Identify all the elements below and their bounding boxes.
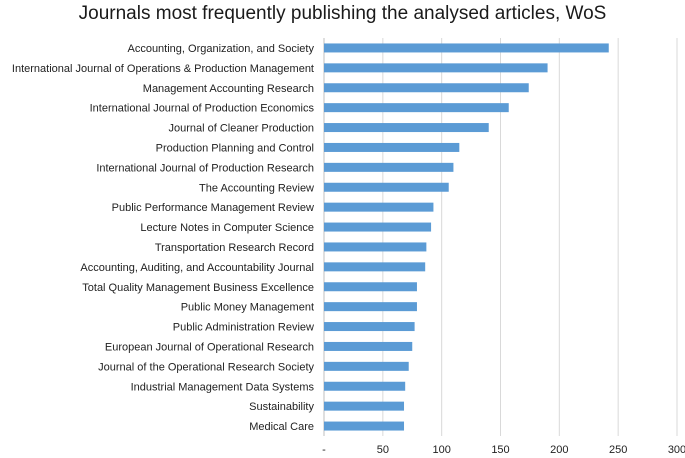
bar: [324, 202, 434, 212]
x-tick-label: 200: [550, 444, 568, 456]
x-tick-label: 250: [609, 444, 627, 456]
category-label: Public Administration Review: [173, 322, 314, 334]
bar: [324, 43, 609, 53]
category-label: Journal of the Operational Research Soci…: [98, 361, 314, 373]
category-label: Lecture Notes in Computer Science: [140, 222, 314, 234]
category-label: Accounting, Auditing, and Accountability…: [80, 262, 314, 274]
bar: [324, 282, 417, 292]
bar: [324, 83, 529, 93]
bar: [324, 222, 432, 232]
x-tick-label: 300: [668, 444, 685, 456]
x-tick-label: 100: [432, 444, 450, 456]
category-label: Medical Care: [249, 421, 314, 433]
category-label: Transportation Research Record: [155, 242, 314, 254]
bar: [324, 302, 417, 312]
x-tick-label: -: [322, 444, 326, 456]
category-label: Industrial Management Data Systems: [131, 381, 315, 393]
category-label: European Journal of Operational Research: [105, 341, 314, 353]
bar: [324, 341, 413, 351]
category-label: Management Accounting Research: [143, 83, 314, 95]
bar: [324, 421, 405, 431]
x-tick-label: 150: [491, 444, 509, 456]
category-label: International Journal of Operations & Pr…: [12, 63, 314, 75]
bar: [324, 182, 449, 192]
bar: [324, 322, 415, 332]
bar: [324, 142, 460, 152]
category-label: The Accounting Review: [199, 182, 314, 194]
category-label: Production Planning and Control: [156, 142, 314, 154]
bar: [324, 162, 454, 172]
category-label: Public Money Management: [181, 302, 314, 314]
x-tick-label: 50: [377, 444, 389, 456]
category-label: Accounting, Organization, and Society: [127, 43, 314, 55]
category-label: Journal of Cleaner Production: [168, 123, 314, 135]
bar: [324, 123, 489, 133]
category-label: Sustainability: [249, 401, 314, 413]
category-label: International Journal of Production Rese…: [96, 162, 314, 174]
bar: [324, 242, 427, 252]
bar: [324, 63, 548, 73]
bar: [324, 103, 509, 113]
bar: [324, 262, 426, 272]
category-label: Total Quality Management Business Excell…: [82, 282, 314, 294]
bar: [324, 381, 406, 391]
bar: [324, 361, 409, 371]
category-label: Public Performance Management Review: [112, 202, 314, 214]
category-label: International Journal of Production Econ…: [90, 103, 315, 115]
chart-title: Journals most frequently publishing the …: [78, 3, 607, 24]
bar: [324, 401, 405, 411]
